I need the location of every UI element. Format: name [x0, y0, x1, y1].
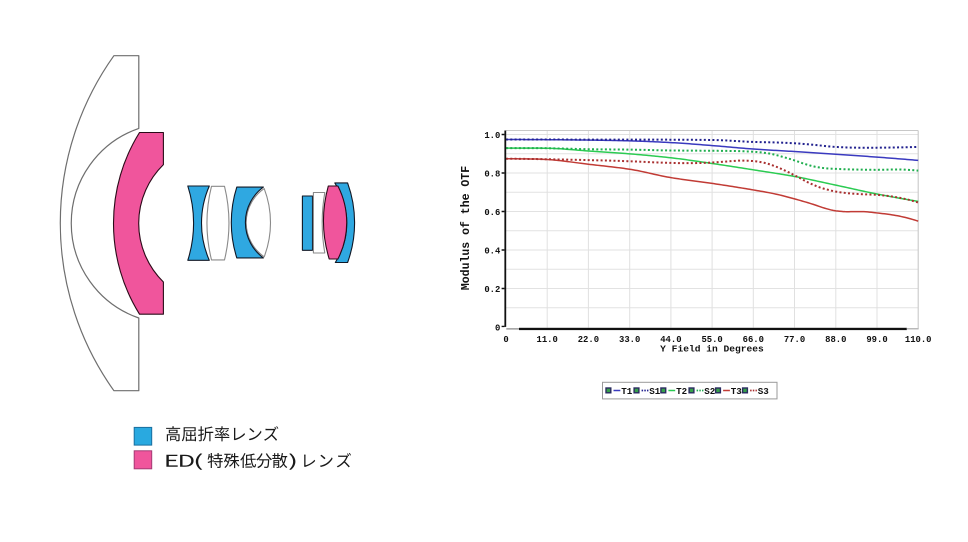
- svg-text:S3: S3: [758, 386, 770, 397]
- svg-text:33.0: 33.0: [619, 335, 640, 345]
- svg-text:1.0: 1.0: [484, 131, 500, 141]
- svg-text:T2: T2: [676, 386, 687, 397]
- svg-text:88.0: 88.0: [825, 335, 846, 345]
- svg-text:0.4: 0.4: [484, 246, 501, 256]
- svg-text:0.6: 0.6: [484, 208, 500, 218]
- svg-text:110.0: 110.0: [905, 335, 932, 345]
- svg-text:11.0: 11.0: [537, 335, 558, 345]
- svg-text:0.8: 0.8: [484, 169, 500, 179]
- svg-text:77.0: 77.0: [784, 335, 805, 345]
- svg-text:Modulus of the OTF: Modulus of the OTF: [460, 166, 473, 290]
- svg-text:55.0: 55.0: [701, 335, 722, 345]
- svg-text:S2: S2: [704, 386, 715, 397]
- svg-text:22.0: 22.0: [578, 335, 599, 345]
- svg-text:T3: T3: [731, 386, 743, 397]
- svg-text:99.0: 99.0: [866, 335, 887, 345]
- svg-text:66.0: 66.0: [743, 335, 764, 345]
- svg-text:Y Field in Degrees: Y Field in Degrees: [660, 344, 764, 355]
- svg-text:T1: T1: [621, 386, 633, 397]
- svg-text:0.2: 0.2: [484, 285, 500, 295]
- svg-text:0: 0: [495, 323, 500, 333]
- svg-text:44.0: 44.0: [660, 335, 681, 345]
- svg-text:0: 0: [503, 335, 508, 345]
- svg-text:S1: S1: [649, 386, 661, 397]
